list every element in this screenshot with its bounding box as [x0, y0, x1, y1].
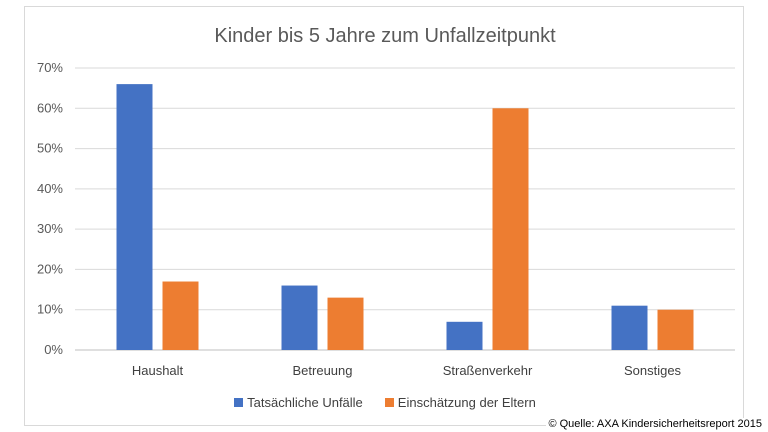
bar-einschaetzung-eltern — [657, 309, 694, 350]
y-tick-label: 50% — [37, 141, 63, 156]
plot-area: 0% 10% 20% 30% 40% 50% 60% 70% Haushalt Betreuung… — [37, 60, 735, 378]
legend-item-series-2: Einschätzung der Eltern — [384, 395, 536, 410]
source-note: © Quelle: AXA Kindersicherheitsreport 20… — [546, 418, 764, 430]
bar-tatsaechliche-unfaelle — [281, 285, 318, 350]
bar-tatsaechliche-unfaelle — [446, 321, 483, 350]
legend-label-series-2: Einschätzung der Eltern — [397, 395, 536, 410]
legend: Tatsächliche Unfälle Einschätzung der El… — [25, 395, 745, 410]
bar-einschaetzung-eltern — [327, 297, 364, 350]
bar-einschaetzung-eltern — [162, 281, 199, 350]
y-tick-label: 60% — [37, 100, 63, 115]
bar-einschaetzung-eltern — [492, 108, 529, 351]
y-tick-label: 30% — [37, 221, 63, 236]
y-tick-label: 0% — [44, 342, 63, 357]
legend-swatch-series-2 — [384, 398, 394, 407]
chart-title: Kinder bis 5 Jahre zum Unfallzeitpunkt — [214, 25, 556, 47]
x-category-label: Sonstiges — [624, 363, 682, 378]
legend-item-series-1: Tatsächliche Unfälle — [234, 395, 363, 410]
y-tick-label: 20% — [37, 261, 63, 276]
bar-tatsaechliche-unfaelle — [611, 305, 648, 350]
x-category-label: Haushalt — [132, 363, 184, 378]
chart-frame: Kinder bis 5 Jahre zum Unfallzeitpunkt 0… — [24, 6, 744, 426]
x-category-label: Betreuung — [293, 363, 353, 378]
legend-label-series-1: Tatsächliche Unfälle — [247, 395, 363, 410]
y-tick-label: 10% — [37, 302, 63, 317]
legend-swatch-series-1 — [234, 398, 244, 407]
y-tick-label: 70% — [37, 60, 63, 75]
y-tick-label: 40% — [37, 181, 63, 196]
x-category-label: Straßenverkehr — [443, 363, 533, 378]
bar-tatsaechliche-unfaelle — [116, 84, 153, 350]
